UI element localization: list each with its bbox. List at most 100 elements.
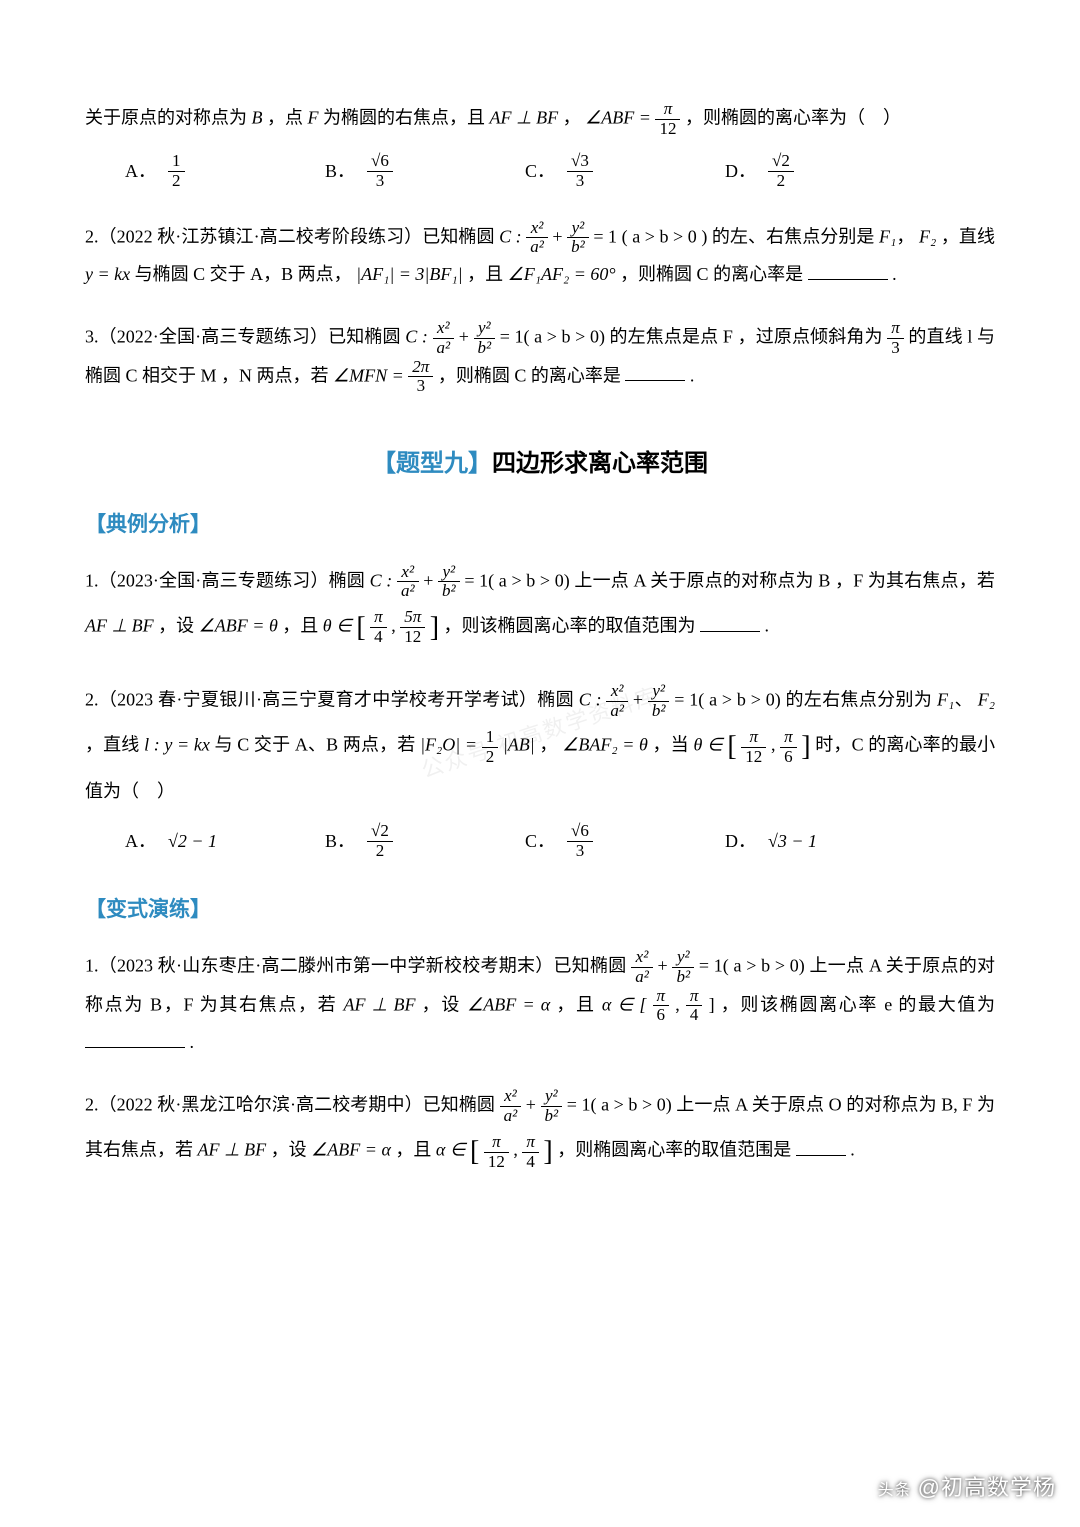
problem-2: 2.（2022 秋·江苏镇江·高二校考阶段练习）已知椭圆 C : x²a² + … <box>85 219 995 292</box>
denominator: 12 <box>400 628 425 647</box>
alpha: α ∈ [ <box>602 994 646 1014</box>
denominator: 12 <box>741 748 766 767</box>
numerator: 5π <box>400 608 425 628</box>
angle: ∠BAF₂ = θ <box>562 735 648 755</box>
option-A: A．12 <box>125 152 325 190</box>
denominator: a² <box>606 702 628 721</box>
fraction: y²b² <box>438 563 460 601</box>
text: = 1( a > b > 0) 的左右焦点分别为 <box>674 689 937 709</box>
text: = 1( a > b > 0) 的左焦点是点 F ，过原点倾斜角为 <box>500 327 883 347</box>
fraction: 5π12 <box>400 608 425 646</box>
alpha: α ∈ <box>436 1140 466 1160</box>
fraction: π3 <box>887 319 904 357</box>
fraction: x²a² <box>433 319 455 357</box>
period: . <box>190 1032 195 1052</box>
footer-small: 头条 <box>878 1482 912 1499</box>
denominator: 6 <box>653 1006 670 1025</box>
label-C: C : <box>405 327 428 347</box>
text: ，则该椭圆离心率的取值范围为 <box>444 616 696 636</box>
option-B: B． √22 <box>325 822 525 860</box>
condition: AF ⊥ BF <box>85 616 154 636</box>
title-outer: 四边形求离心率范围 <box>492 450 708 477</box>
fraction: π12 <box>484 1133 509 1171</box>
fraction: x²a² <box>500 1087 522 1125</box>
text: ，设 <box>271 1140 307 1160</box>
example-1: 1.（2023·全国·高三专题练习）椭圆 C : x²a² + y²b² = 1… <box>85 563 995 655</box>
answer-blank <box>625 363 685 381</box>
numerator: y² <box>438 563 460 583</box>
title-inner: 题型九 <box>396 450 468 477</box>
fraction: x²a² <box>631 948 653 986</box>
numerator: 1 <box>168 152 185 172</box>
line-eq: y = kx <box>85 264 130 284</box>
numerator: π <box>522 1133 539 1153</box>
numerator: √2 <box>367 822 393 842</box>
text: ，设 <box>158 616 199 636</box>
opt-value: √2 − 1 <box>168 824 217 858</box>
denominator: b² <box>438 582 460 601</box>
condition: |AF₁| = 3|BF₁| <box>356 264 462 284</box>
bracket-r: ] <box>801 731 810 762</box>
numerator: x² <box>397 563 419 583</box>
period: . <box>690 365 695 385</box>
set-angle: ∠ABF = θ <box>199 616 278 636</box>
text: 3.（2022·全国·高三专题练习）已知椭圆 <box>85 327 405 347</box>
opt-label: B． <box>325 154 355 188</box>
numerator: π <box>741 728 766 748</box>
numerator: x² <box>631 948 653 968</box>
fraction: π12 <box>741 728 766 766</box>
denominator: 4 <box>370 628 387 647</box>
var-F1: F₁ <box>879 226 896 246</box>
opt-label: B． <box>325 824 355 858</box>
opt-label: C． <box>525 824 555 858</box>
fraction: y²b² <box>672 948 694 986</box>
text: ，则该椭圆离心率 e 的最大值为 <box>721 994 995 1014</box>
fraction: y²b² <box>648 682 670 720</box>
text: 2.（2022 秋·江苏镇江·高二校考阶段练习）已知椭圆 <box>85 226 499 246</box>
options-row: A．12 B．√63 C．√33 D．√22 <box>125 152 995 190</box>
denominator: 3 <box>567 842 593 861</box>
footer-text: @初高数学杨 <box>918 1475 1056 1500</box>
fraction: x²a² <box>526 219 548 257</box>
comma: , <box>771 735 776 755</box>
option-A: A．√2 − 1 <box>125 822 325 860</box>
denominator: a² <box>526 238 548 257</box>
text: 2.（2022 秋·黑龙江哈尔滨·高二校考期中）已知椭圆 <box>85 1094 500 1114</box>
footer-attribution: 头条 @初高数学杨 <box>878 1467 1056 1509</box>
denominator: a² <box>433 339 455 358</box>
set-angle: ∠ABF = α <box>311 1140 391 1160</box>
text: = 1( a > b > 0) 上一点 A 关于原点的对称点为 B ，F 为其右… <box>464 570 995 590</box>
text: 为椭圆的右焦点，且 <box>323 107 490 127</box>
bracket-r: ] <box>430 612 439 643</box>
numerator: π <box>484 1133 509 1153</box>
option-B: B．√63 <box>325 152 525 190</box>
text: ，且 <box>282 616 323 636</box>
text: ，直线 <box>85 735 144 755</box>
bracket: 【 <box>372 450 396 477</box>
numerator: π <box>655 100 680 120</box>
numerator: π <box>370 608 387 628</box>
var-F: F <box>308 107 319 127</box>
numerator: √2 <box>768 152 794 172</box>
fraction: π 12 <box>655 100 680 138</box>
numerator: y² <box>541 1087 563 1107</box>
opt-label: A． <box>125 154 156 188</box>
bracket-r: ] <box>543 1136 552 1167</box>
text: ，点 <box>267 107 308 127</box>
angle: ∠F₁AF₂ = 60° <box>508 264 616 284</box>
condition2: |AB| <box>503 735 535 755</box>
fraction: √63 <box>567 822 593 860</box>
numerator: x² <box>526 219 548 239</box>
numerator: π <box>887 319 904 339</box>
numerator: √3 <box>567 152 593 172</box>
comma: , <box>513 1140 518 1160</box>
text: 1.（2023·全国·高三专题练习）椭圆 <box>85 570 370 590</box>
theta: θ ∈ <box>693 735 722 755</box>
fraction: π6 <box>780 728 797 766</box>
fraction: x²a² <box>606 682 628 720</box>
denominator: 2 <box>367 842 393 861</box>
label-C: C : <box>370 570 393 590</box>
numerator: 1 <box>482 728 499 748</box>
numerator: y² <box>648 682 670 702</box>
denominator: 3 <box>367 172 393 191</box>
